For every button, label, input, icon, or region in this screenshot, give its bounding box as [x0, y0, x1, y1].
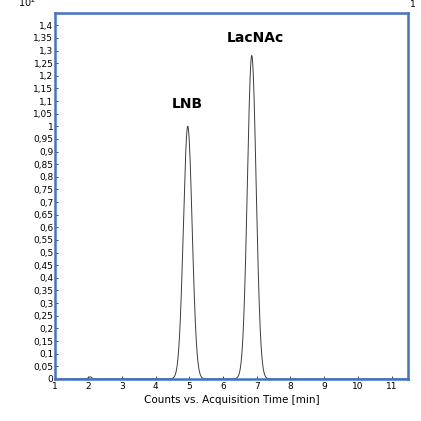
Text: LNB: LNB: [172, 97, 203, 111]
Text: LacNAc: LacNAc: [226, 32, 284, 45]
Text: $10^2$: $10^2$: [18, 0, 36, 9]
Text: 1: 1: [410, 0, 416, 9]
X-axis label: Counts vs. Acquisition Time [min]: Counts vs. Acquisition Time [min]: [144, 395, 320, 405]
